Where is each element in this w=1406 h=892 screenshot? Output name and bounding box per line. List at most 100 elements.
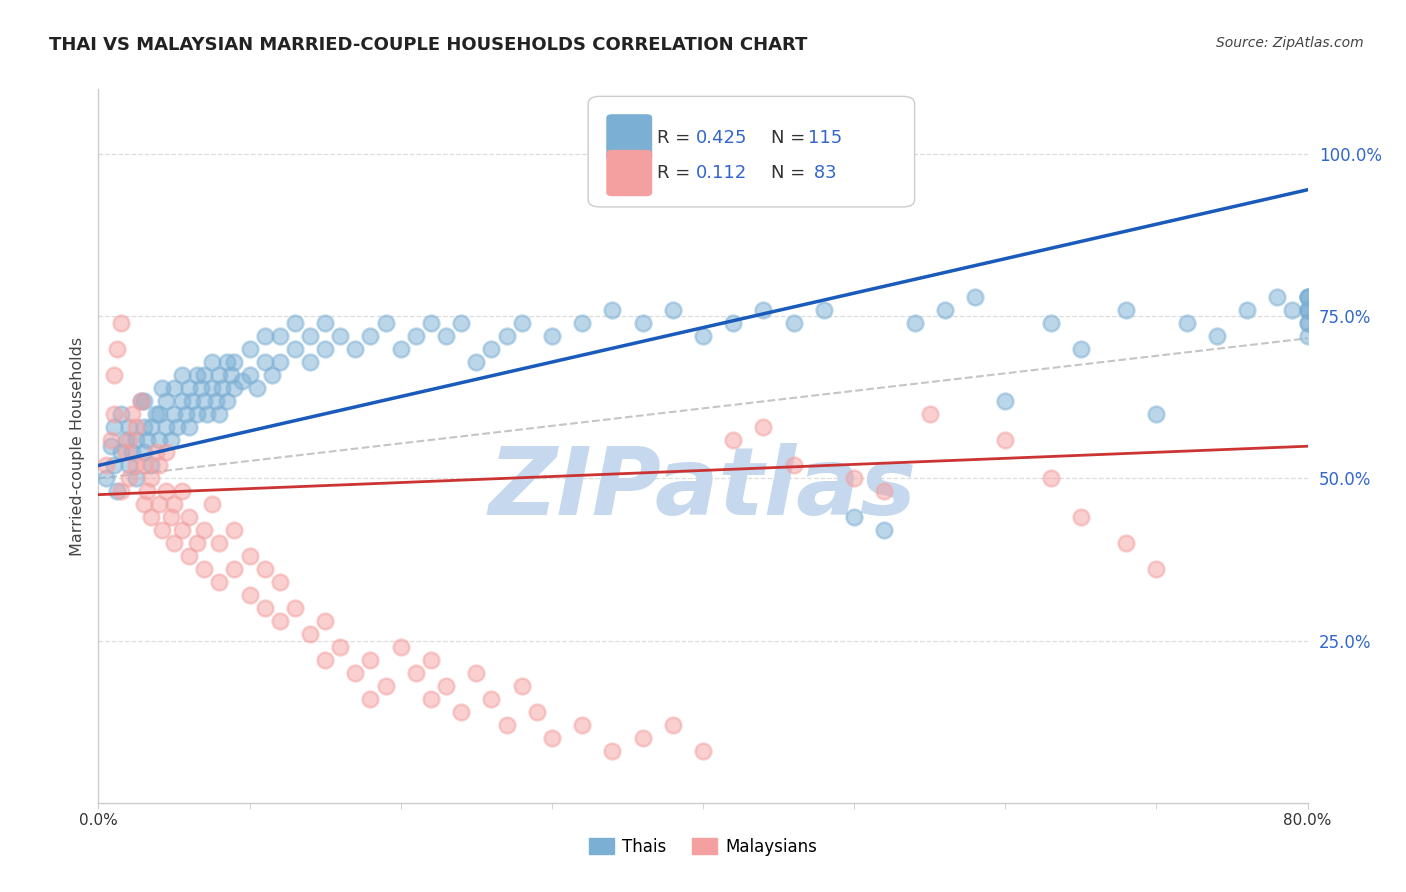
Point	[253, 601, 276, 615]
Point	[201, 354, 224, 368]
Point	[132, 458, 155, 473]
Point	[526, 705, 548, 719]
Point	[132, 497, 155, 511]
Point	[105, 342, 128, 356]
Point	[434, 679, 457, 693]
Point	[374, 316, 396, 330]
Point	[163, 381, 186, 395]
Point	[110, 445, 132, 459]
Point	[121, 407, 143, 421]
Point	[873, 524, 896, 538]
Point	[100, 439, 122, 453]
Legend: Thais, Malaysians: Thais, Malaysians	[579, 828, 827, 866]
Point	[1039, 316, 1062, 330]
Text: 83: 83	[808, 164, 837, 182]
Point	[1296, 290, 1319, 304]
Point	[481, 342, 503, 356]
Point	[783, 316, 806, 330]
Point	[201, 497, 224, 511]
Point	[314, 614, 336, 628]
Point	[389, 640, 412, 654]
Point	[1144, 562, 1167, 576]
Point	[103, 407, 125, 421]
Point	[540, 731, 562, 745]
Point	[201, 381, 224, 395]
Point	[239, 549, 262, 564]
Point	[374, 679, 396, 693]
Point	[314, 342, 336, 356]
Point	[170, 524, 193, 538]
Point	[269, 328, 291, 343]
Point	[1296, 290, 1319, 304]
Point	[540, 328, 562, 343]
Point	[163, 536, 186, 550]
Point	[904, 316, 927, 330]
Point	[231, 374, 253, 388]
Text: N =: N =	[770, 164, 811, 182]
Point	[195, 407, 218, 421]
Point	[160, 433, 183, 447]
Point	[179, 510, 201, 524]
Point	[148, 458, 170, 473]
Point	[94, 458, 117, 473]
Point	[132, 445, 155, 459]
Point	[314, 653, 336, 667]
Point	[141, 471, 163, 485]
Point	[253, 562, 276, 576]
Point	[103, 368, 125, 382]
Text: R =: R =	[657, 164, 696, 182]
Point	[329, 640, 352, 654]
Point	[344, 342, 367, 356]
Text: N =: N =	[770, 128, 811, 146]
Point	[481, 692, 503, 706]
Point	[344, 666, 367, 681]
Point	[221, 368, 243, 382]
Point	[215, 393, 238, 408]
Point	[420, 653, 443, 667]
Point	[129, 393, 152, 408]
Point	[186, 368, 208, 382]
Point	[918, 407, 941, 421]
Point	[360, 653, 382, 667]
Point	[844, 510, 866, 524]
Point	[148, 433, 170, 447]
Point	[103, 419, 125, 434]
Point	[211, 381, 233, 395]
Point	[141, 458, 163, 473]
Point	[1296, 302, 1319, 317]
Point	[193, 393, 215, 408]
Point	[118, 419, 141, 434]
Point	[148, 407, 170, 421]
Point	[186, 407, 208, 421]
Point	[193, 368, 215, 382]
Point	[465, 666, 488, 681]
Point	[314, 316, 336, 330]
Point	[692, 744, 714, 758]
Point	[1039, 471, 1062, 485]
Point	[118, 433, 141, 447]
Point	[844, 471, 866, 485]
Text: 0.112: 0.112	[696, 164, 747, 182]
Point	[405, 328, 427, 343]
Point	[132, 393, 155, 408]
Point	[873, 484, 896, 499]
Point	[132, 419, 155, 434]
Point	[420, 316, 443, 330]
Point	[224, 381, 246, 395]
Point	[465, 354, 488, 368]
Point	[602, 302, 624, 317]
Point	[181, 393, 204, 408]
Point	[105, 484, 128, 499]
Point	[965, 290, 987, 304]
Point	[1296, 302, 1319, 317]
Point	[125, 471, 148, 485]
Point	[239, 368, 262, 382]
Point	[208, 575, 231, 590]
Point	[934, 302, 956, 317]
Point	[155, 484, 177, 499]
Point	[1281, 302, 1303, 317]
Point	[723, 316, 745, 330]
Point	[510, 316, 533, 330]
Point	[1144, 407, 1167, 421]
Point	[224, 524, 246, 538]
